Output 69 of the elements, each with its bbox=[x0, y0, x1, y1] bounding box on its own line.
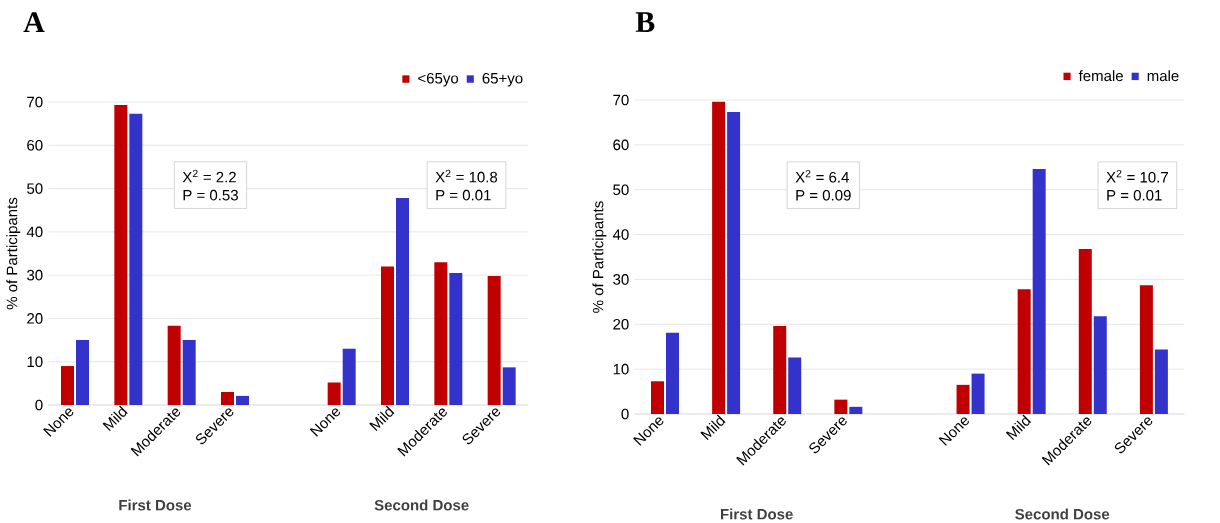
bar bbox=[1017, 289, 1031, 414]
bar bbox=[381, 266, 394, 405]
bar bbox=[1032, 169, 1046, 414]
y-tick-label: 60 bbox=[27, 139, 43, 151]
y-tick-label: 40 bbox=[612, 229, 629, 240]
bar bbox=[956, 384, 970, 414]
annotation: P = 0.09 bbox=[796, 189, 851, 201]
text: First Dose bbox=[721, 508, 793, 520]
chart-title: B bbox=[635, 12, 655, 32]
annotation: X$^{2}$ = 10.7 bbox=[1106, 169, 1168, 183]
y-tick-label: 0 bbox=[621, 408, 629, 420]
bar bbox=[971, 373, 985, 414]
y-tick-label: 0 bbox=[35, 399, 43, 411]
annotation: P = 0.01 bbox=[436, 189, 491, 201]
bar bbox=[396, 198, 409, 405]
bar bbox=[1154, 349, 1168, 414]
chart-title: A bbox=[23, 12, 45, 32]
y-tick-label: 30 bbox=[613, 274, 629, 285]
bar bbox=[834, 399, 848, 414]
text: Second Dose bbox=[374, 499, 469, 511]
y-tick-label: 10 bbox=[27, 356, 43, 368]
bar bbox=[61, 366, 74, 405]
bar bbox=[788, 357, 802, 414]
bar bbox=[1078, 248, 1092, 414]
bar bbox=[434, 262, 448, 405]
y-tick-label: 20 bbox=[27, 313, 43, 324]
text: First Dose bbox=[119, 499, 192, 511]
text: Second Dose bbox=[1015, 508, 1110, 520]
annotation: X$^{2}$ = 10.8 bbox=[435, 169, 498, 183]
bar bbox=[773, 326, 787, 414]
bar bbox=[114, 105, 128, 405]
x-tick-label: Mild bbox=[102, 405, 128, 432]
bar bbox=[182, 340, 196, 405]
y-tick-label: 70 bbox=[27, 96, 43, 108]
bar bbox=[1093, 316, 1107, 414]
bar bbox=[342, 348, 356, 405]
legend-label: female bbox=[1078, 70, 1123, 82]
y-tick-label: 30 bbox=[27, 269, 43, 281]
legend-label: <65yo bbox=[418, 72, 459, 87]
y-axis-title: % of Participants bbox=[6, 197, 21, 310]
y-tick-label: 70 bbox=[613, 94, 629, 106]
bar bbox=[76, 340, 90, 405]
y-axis-title: % of Participants bbox=[592, 201, 607, 313]
y-tick-label: 50 bbox=[27, 183, 43, 194]
bar bbox=[487, 276, 501, 405]
bar bbox=[449, 272, 463, 405]
bar bbox=[666, 332, 680, 414]
legend-label: 65+yo bbox=[482, 72, 523, 87]
bar bbox=[502, 367, 516, 405]
y-tick-label: 40 bbox=[26, 226, 43, 238]
annotation: X$^{2}$ = 6.4 bbox=[795, 169, 849, 183]
bar bbox=[727, 112, 741, 414]
bar bbox=[221, 392, 234, 405]
y-tick-label: 20 bbox=[613, 318, 629, 330]
bar bbox=[327, 382, 341, 405]
bar bbox=[167, 325, 181, 405]
annotation: P = 0.01 bbox=[1107, 189, 1162, 201]
bar bbox=[712, 101, 726, 414]
bar bbox=[129, 113, 143, 405]
bar bbox=[651, 381, 665, 414]
annotation: X$^{2}$ = 2.2 bbox=[182, 169, 236, 183]
y-tick-label: 60 bbox=[613, 139, 629, 151]
bar bbox=[236, 395, 249, 405]
bar bbox=[1139, 285, 1153, 414]
bar bbox=[849, 406, 863, 414]
y-tick-label: 50 bbox=[613, 184, 629, 196]
annotation: P = 0.53 bbox=[183, 189, 238, 201]
y-tick-label: 10 bbox=[613, 363, 629, 375]
legend-label: male bbox=[1147, 70, 1179, 82]
